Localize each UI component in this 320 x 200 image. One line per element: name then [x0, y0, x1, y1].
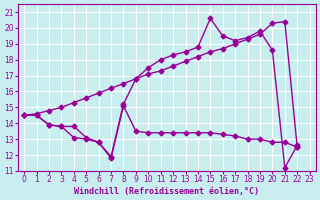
X-axis label: Windchill (Refroidissement éolien,°C): Windchill (Refroidissement éolien,°C) [74, 187, 260, 196]
